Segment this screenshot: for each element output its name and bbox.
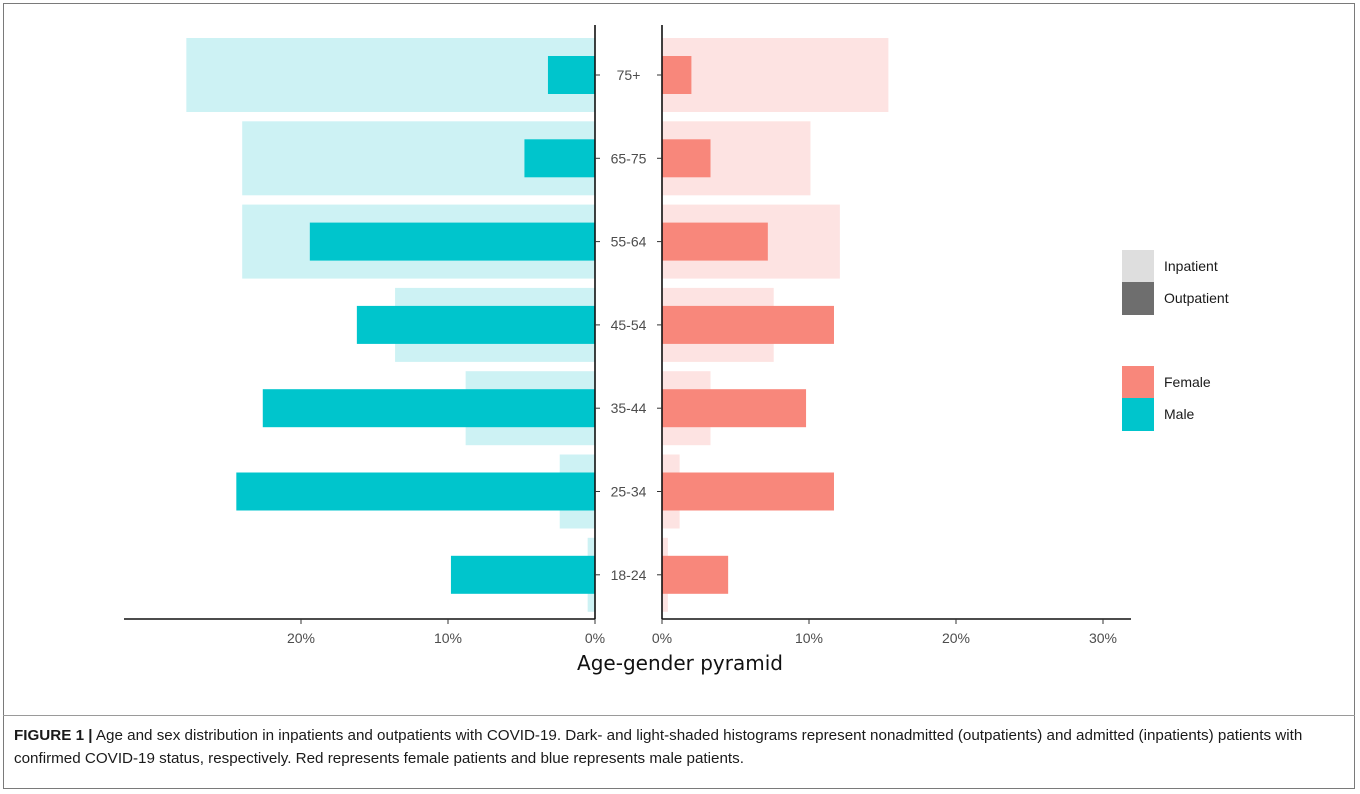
legend-label-male: Male <box>1164 406 1195 422</box>
category-label-65-75: 65-75 <box>611 150 647 166</box>
legend-key-outpatient <box>1122 282 1154 315</box>
left-x-tick-label: 20% <box>287 630 315 646</box>
legend-label-inpatient: Inpatient <box>1164 258 1218 274</box>
labels-layer: 18-24 25-34 35-44 45-54 55-64 65-75 75+ 0% 10% 20… <box>287 67 1117 646</box>
legend: Inpatient Outpatient Female Male <box>1122 250 1229 431</box>
bars-layer <box>186 38 889 612</box>
legend-key-inpatient <box>1122 250 1154 283</box>
bar-male-inpatient-75 <box>186 38 595 112</box>
chart-title: Age-gender pyramid <box>577 651 783 675</box>
bar-female-outpatient-45-54 <box>662 305 834 344</box>
caption-text: Age and sex distribution in inpatients a… <box>14 727 1303 767</box>
legend-key-male <box>1122 398 1154 431</box>
bar-female-inpatient-75 <box>662 38 889 112</box>
right-x-tick-label: 10% <box>795 630 823 646</box>
legend-key-female <box>1122 366 1154 399</box>
category-label-18-24: 18-24 <box>611 567 647 583</box>
right-x-tick-label: 30% <box>1089 630 1117 646</box>
bar-male-outpatient-55-64 <box>309 222 595 261</box>
figure-caption: FIGURE 1 | Age and sex distribution in i… <box>14 724 1344 770</box>
figure-frame <box>3 3 1355 789</box>
bar-male-outpatient-25-34 <box>236 472 595 511</box>
bar-female-outpatient-55-64 <box>662 222 768 261</box>
bar-female-outpatient-65-75 <box>662 139 711 178</box>
bar-female-outpatient-35-44 <box>662 389 807 428</box>
right-x-tick-label: 0% <box>652 630 672 646</box>
category-label-75: 75+ <box>617 67 641 83</box>
category-label-35-44: 35-44 <box>611 400 647 416</box>
bar-female-outpatient-18-24 <box>662 555 729 594</box>
left-x-tick-label: 10% <box>434 630 462 646</box>
bar-male-outpatient-18-24 <box>450 555 595 594</box>
caption-label: FIGURE 1 | <box>14 727 93 744</box>
legend-label-outpatient: Outpatient <box>1164 290 1229 306</box>
bar-female-outpatient-25-34 <box>662 472 834 511</box>
left-x-tick-label: 0% <box>585 630 605 646</box>
bar-male-outpatient-75 <box>547 56 595 94</box>
caption-divider <box>3 715 1355 716</box>
category-label-45-54: 45-54 <box>611 317 647 333</box>
bar-male-outpatient-35-44 <box>262 389 595 428</box>
right-x-tick-label: 20% <box>942 630 970 646</box>
legend-label-female: Female <box>1164 374 1211 390</box>
bar-female-outpatient-75 <box>662 56 692 94</box>
category-label-25-34: 25-34 <box>611 484 647 500</box>
category-label-55-64: 55-64 <box>611 234 647 250</box>
bar-male-outpatient-45-54 <box>356 305 595 344</box>
bar-male-outpatient-65-75 <box>524 139 595 178</box>
axes-layer <box>124 25 1131 624</box>
